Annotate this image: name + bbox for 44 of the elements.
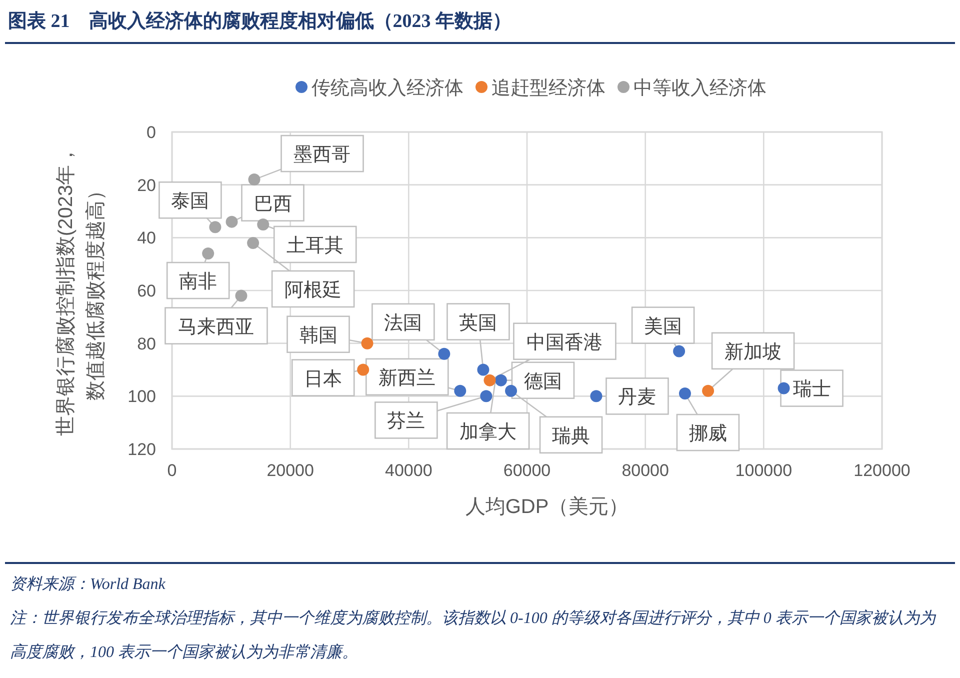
annotation: 土耳其 xyxy=(286,235,344,256)
annotation: 日本 xyxy=(304,368,342,390)
x-tick-label: 40000 xyxy=(385,461,432,480)
x-tick-label: 100000 xyxy=(735,461,792,480)
chart-title: 图表 21 高收入经济体的腐败程度相对偏低（2023 年数据） xyxy=(8,10,512,34)
annotation: 新西兰 xyxy=(378,366,436,389)
legend-label: 中等收入经济体 xyxy=(634,77,766,99)
annotation: 泰国 xyxy=(171,191,210,212)
annotation: 德国 xyxy=(524,371,562,392)
annotation: 瑞士 xyxy=(792,379,831,400)
y-tick-label: 20 xyxy=(137,176,156,195)
x-tick-label: 0 xyxy=(167,461,177,480)
x-tick-label: 20000 xyxy=(266,461,314,480)
annotation: 中国香港 xyxy=(526,332,603,354)
x-tick-label: 60000 xyxy=(503,461,551,480)
annotation: 巴西 xyxy=(254,194,292,215)
annotation: 阿根廷 xyxy=(284,280,342,301)
x-tick-label: 80000 xyxy=(622,461,669,480)
legend-label: 追赶型经济体 xyxy=(492,77,606,99)
x-tick-label: 120000 xyxy=(854,461,910,480)
annotation: 挪威 xyxy=(688,424,727,445)
annotation: 墨西哥 xyxy=(294,144,351,166)
y-tick-label: 80 xyxy=(137,334,156,354)
annotation: 韩国 xyxy=(299,325,338,346)
y-tick-label: 40 xyxy=(137,228,156,248)
annotation: 新加坡 xyxy=(724,340,782,363)
y-tick-label: 60 xyxy=(137,282,156,300)
y-axis-title: 世界银行腐败控制指数(2023年，数值越低腐败程度越高） xyxy=(55,144,107,436)
annotation: 马来西亚 xyxy=(178,316,254,338)
annotation: 英国 xyxy=(459,312,498,334)
legend-label: 传统高收入经济体 xyxy=(312,77,464,99)
y-tick-label: 100 xyxy=(128,387,156,406)
annotation: 丹麦 xyxy=(618,387,656,408)
text: 注：世界银行发布全球治理指标，其中一个维度为腐败控制。该指数以 0-100 的等级对各国进行评分，其中 0 表示一个国家被认为为高度腐败，100 表示一个国家被认为为非常清廉。 xyxy=(10,608,937,663)
annotation: 瑞典 xyxy=(552,426,590,447)
annotation: 美国 xyxy=(644,315,682,338)
annotation: 加拿大 xyxy=(460,422,517,443)
y-tick-label: 120 xyxy=(128,440,156,459)
annotation: 南非 xyxy=(179,272,218,293)
annotation: 法国 xyxy=(384,312,422,334)
text: 资料来源：World Bank xyxy=(10,574,166,595)
y-tick-label: 0 xyxy=(146,123,156,142)
annotation: 芬兰 xyxy=(387,411,426,432)
x-axis-title: 人均GDP（美元） xyxy=(465,495,629,518)
